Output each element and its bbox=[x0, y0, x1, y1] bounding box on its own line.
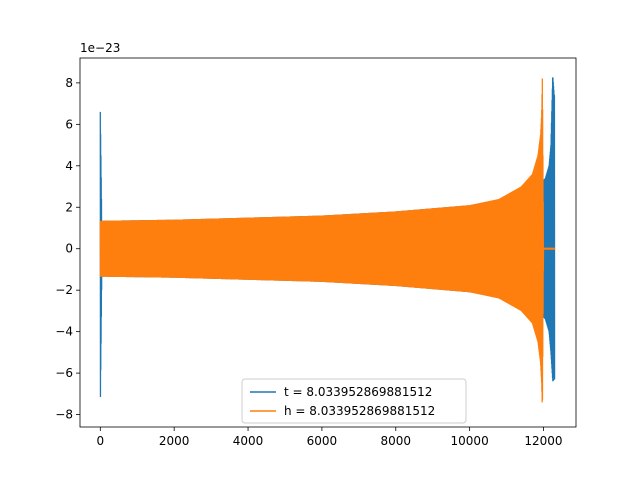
y-tick-label-7: 6 bbox=[65, 117, 73, 131]
x-tick-label-2: 4000 bbox=[233, 434, 264, 448]
y-tick-label-4: 0 bbox=[65, 242, 73, 256]
x-tick-label-6: 12000 bbox=[524, 434, 562, 448]
series-line-1 bbox=[99, 78, 556, 403]
legend-label-1: h = 8.033952869881512 bbox=[284, 404, 435, 418]
x-axis: 0 2000 4000 6000 8000 10000 12000 bbox=[96, 427, 563, 448]
x-tick-label-1: 2000 bbox=[159, 434, 190, 448]
y-tick-label-1: −6 bbox=[55, 366, 73, 380]
legend-label-0: t = 8.033952869881512 bbox=[284, 385, 432, 399]
y-offset-label: 1e−23 bbox=[80, 41, 120, 55]
y-tick-label-5: 2 bbox=[65, 200, 73, 214]
x-tick-label-5: 10000 bbox=[451, 434, 489, 448]
y-tick-label-3: −2 bbox=[55, 283, 73, 297]
x-tick-label-3: 6000 bbox=[307, 434, 338, 448]
series-layer bbox=[99, 77, 556, 403]
x-tick-label-4: 8000 bbox=[380, 434, 411, 448]
axes-frame bbox=[79, 57, 577, 428]
y-axis: −8 −6 −4 −2 0 2 4 6 8 bbox=[55, 76, 80, 422]
y-tick-label-0: −8 bbox=[55, 408, 73, 422]
y-tick-label-8: 8 bbox=[65, 76, 73, 90]
y-tick-label-2: −4 bbox=[55, 325, 73, 339]
legend: t = 8.033952869881512 h = 8.0339528698815… bbox=[241, 378, 467, 424]
legend-box bbox=[241, 378, 467, 424]
y-tick-label-6: 4 bbox=[65, 159, 73, 173]
x-tick-label-0: 0 bbox=[96, 434, 104, 448]
